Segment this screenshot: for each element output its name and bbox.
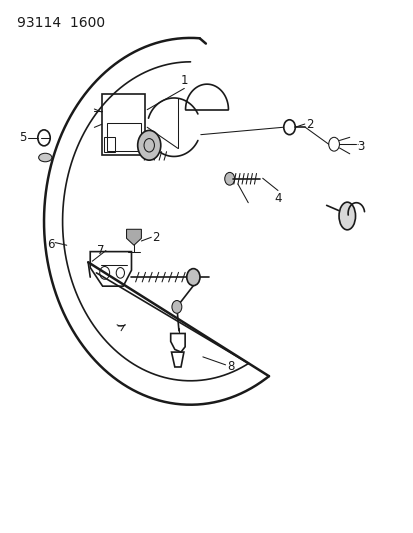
Text: 2: 2 <box>305 118 313 131</box>
Text: 2: 2 <box>152 231 160 244</box>
Circle shape <box>171 301 181 313</box>
Text: 3: 3 <box>357 140 364 153</box>
Text: 8: 8 <box>226 360 234 373</box>
Text: 6: 6 <box>47 238 54 251</box>
Bar <box>107 123 141 151</box>
Text: 4: 4 <box>273 192 281 205</box>
Text: 93114  1600: 93114 1600 <box>17 15 105 29</box>
Text: 1: 1 <box>180 74 188 87</box>
Text: 7: 7 <box>97 244 104 257</box>
Ellipse shape <box>338 202 355 230</box>
Circle shape <box>224 172 234 185</box>
Text: 5: 5 <box>19 131 26 144</box>
Bar <box>104 138 115 152</box>
Ellipse shape <box>38 154 52 162</box>
Circle shape <box>186 269 199 286</box>
Bar <box>102 94 145 155</box>
Circle shape <box>138 131 160 160</box>
Polygon shape <box>126 229 141 245</box>
